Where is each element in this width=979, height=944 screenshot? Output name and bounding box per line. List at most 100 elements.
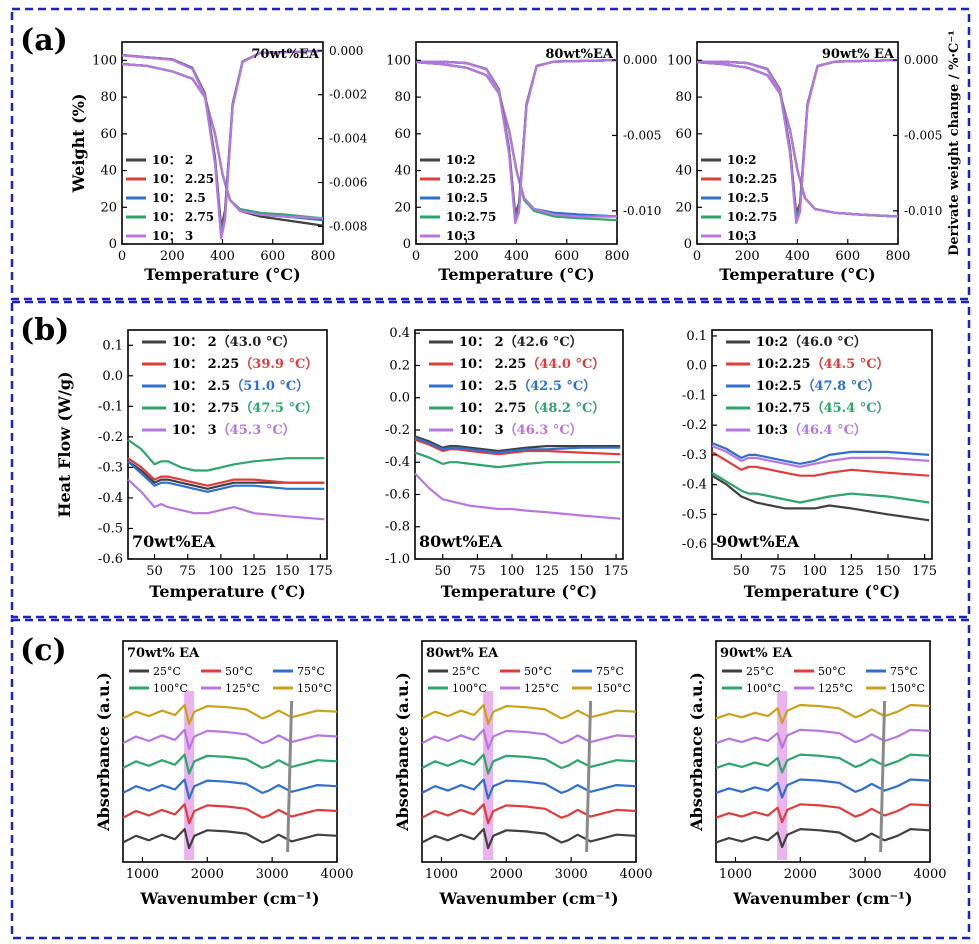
c3-legend-label: 25°C <box>746 665 774 678</box>
b1-legend-ratio: 10： 2.25 <box>172 357 239 372</box>
c1-ylabel: Absorbance (a.u.) <box>94 672 113 832</box>
c2-xtick-label: 3000 <box>555 867 588 882</box>
a2-xtick-label: 800 <box>605 249 630 264</box>
b1-ytick-label: -0.4 <box>98 491 123 506</box>
a3-xtick-label: 200 <box>735 249 760 264</box>
b3-legend-ratio: 10:3 <box>756 423 788 438</box>
b2-legend-label: 10： 2（42.6 °C） <box>459 334 583 350</box>
a2-xtick-label: 400 <box>504 249 529 264</box>
b2-legend-ratio: 10： 2 <box>459 335 504 350</box>
a1-series-group <box>121 49 324 240</box>
b1-legend-label: 10： 2.5（51.0 °C） <box>172 378 309 394</box>
c1-series-group <box>122 703 338 850</box>
c1-legend-label: 25°C <box>153 665 181 678</box>
c3-legend-label: 100°C <box>746 682 781 695</box>
c1-xtick-label: 1000 <box>126 867 159 882</box>
c3-legend-label: 125°C <box>818 682 853 695</box>
b1-heatflow-line <box>127 460 325 493</box>
b3-legend-ratio: 10:2 <box>756 335 788 350</box>
b2-legend-ratio: 10： 2.75 <box>459 401 526 416</box>
b2-heatflow-line <box>414 436 621 454</box>
b2-xlabel: Temperature (°C) <box>441 582 597 601</box>
b2-heatflow-line <box>414 435 621 453</box>
c2-legend-label: 100°C <box>452 682 487 695</box>
b1-heatflow-line <box>127 438 325 472</box>
c2-ylabel: Absorbance (a.u.) <box>393 672 412 832</box>
c3-legend-label: 150°C <box>890 682 925 695</box>
b1-legend-label: 10： 3（45.3 °C） <box>172 422 296 438</box>
b3-xtick-label: 125 <box>839 564 864 579</box>
a2-ytick-label: 100 <box>386 53 411 68</box>
a3-weight-line <box>696 61 899 218</box>
panel-b-border <box>10 300 971 619</box>
c2-xtick-label: 4000 <box>619 867 652 882</box>
a3-legend-label: 10:2.75 <box>727 210 777 224</box>
a1-ytick-label: -0.004 <box>329 132 368 146</box>
c2-legend-label: 125°C <box>524 682 559 695</box>
c3-carbonyl-highlight <box>777 691 788 860</box>
a3-ytick-label: 0.000 <box>904 53 938 67</box>
b1-legend-ratio: 10： 2 <box>172 335 217 350</box>
b3-legend-temp: （46.0 °C） <box>788 334 867 350</box>
c1-xtick-label: 4000 <box>320 867 353 882</box>
b2-legend-temp: （42.6 °C） <box>504 334 583 350</box>
c2-legend-label: 150°C <box>596 682 631 695</box>
c1-legend-label: 125°C <box>225 682 260 695</box>
b2-heatflow-line <box>414 472 621 520</box>
a2-xtick-label: 200 <box>454 249 479 264</box>
c3-legend-label: 50°C <box>818 665 846 678</box>
a1-derivative-line <box>121 49 324 237</box>
b3-legend-label: 10:2（46.0 °C） <box>756 334 867 350</box>
b3-series-group <box>711 441 930 522</box>
c1-peak-marker-line <box>286 700 294 853</box>
c3-xtick-label: 2000 <box>784 867 817 882</box>
c1-xtick-label: 2000 <box>191 867 224 882</box>
a1-xtick-label: 600 <box>260 249 285 264</box>
c3-xtick-label: 1000 <box>719 867 752 882</box>
b1-xtick-label: 50 <box>146 564 163 579</box>
c3-peak-marker-line <box>879 700 887 853</box>
b2-legend-ratio: 10： 2.5 <box>459 379 517 394</box>
a1-ytick-label: 40 <box>100 164 117 179</box>
a3-title: 90wt% EA <box>822 47 895 62</box>
b1-legend-label: 10： 2.75（47.5 °C） <box>172 400 318 416</box>
b3-heatflow-line <box>711 441 930 465</box>
b2-ytick-label: 0.4 <box>389 326 410 341</box>
a2-ytick-label: 20 <box>394 200 411 215</box>
a2-ytick-label: 0.000 <box>623 53 657 67</box>
c1-carbonyl-highlight <box>184 691 195 860</box>
a2-ytick-label: 40 <box>394 164 411 179</box>
c3-xtick-label: 3000 <box>849 867 882 882</box>
b2-ytick-label: 0.2 <box>389 358 410 373</box>
b3-legend-temp: （44.5 °C） <box>811 356 890 372</box>
b2-heatflow-line <box>414 451 621 469</box>
b3-xtick-label: 175 <box>912 564 937 579</box>
c3-legend-label: 75°C <box>890 665 918 678</box>
c2-plot-frame <box>421 640 637 863</box>
a1-ytick-label: -0.008 <box>329 219 367 233</box>
a3-ytick-label: 40 <box>675 164 692 179</box>
a2-legend-label: 10:3 <box>446 229 475 243</box>
b3-xlabel: Temperature (°C) <box>744 582 900 601</box>
b1-legend-temp: （43.0 °C） <box>217 334 296 350</box>
b3-legend-label: 10:2.5（47.8 °C） <box>756 378 881 394</box>
b2-xtick-label: 125 <box>534 564 559 579</box>
a1-ytick-label: 20 <box>100 200 117 215</box>
a3-legend-label: 10:3 <box>727 229 756 243</box>
a1-xtick-label: 800 <box>311 249 336 264</box>
b2-xtick-label: 100 <box>500 564 525 579</box>
b2-title: 80wt%EA <box>419 532 503 551</box>
b1-ytick-label: -0.6 <box>98 552 123 567</box>
a3-derivative-line <box>697 59 899 225</box>
c2-xtick-label: 2000 <box>490 867 523 882</box>
c2-series-group <box>421 703 637 850</box>
b2-heatflow-line <box>414 438 621 456</box>
a3-legend-label: 10:2.25 <box>727 172 777 186</box>
b2-ytick-label: -0.2 <box>385 423 410 438</box>
a2-legend-label: 10:2 <box>446 153 475 167</box>
a1-xtick-label: 400 <box>210 249 235 264</box>
c3-spectrum-line <box>715 803 931 824</box>
b3-heatflow-line <box>711 444 930 468</box>
b3-ytick-label: 0.0 <box>686 359 707 374</box>
b1-legend-temp: （45.3 °C） <box>217 422 296 438</box>
